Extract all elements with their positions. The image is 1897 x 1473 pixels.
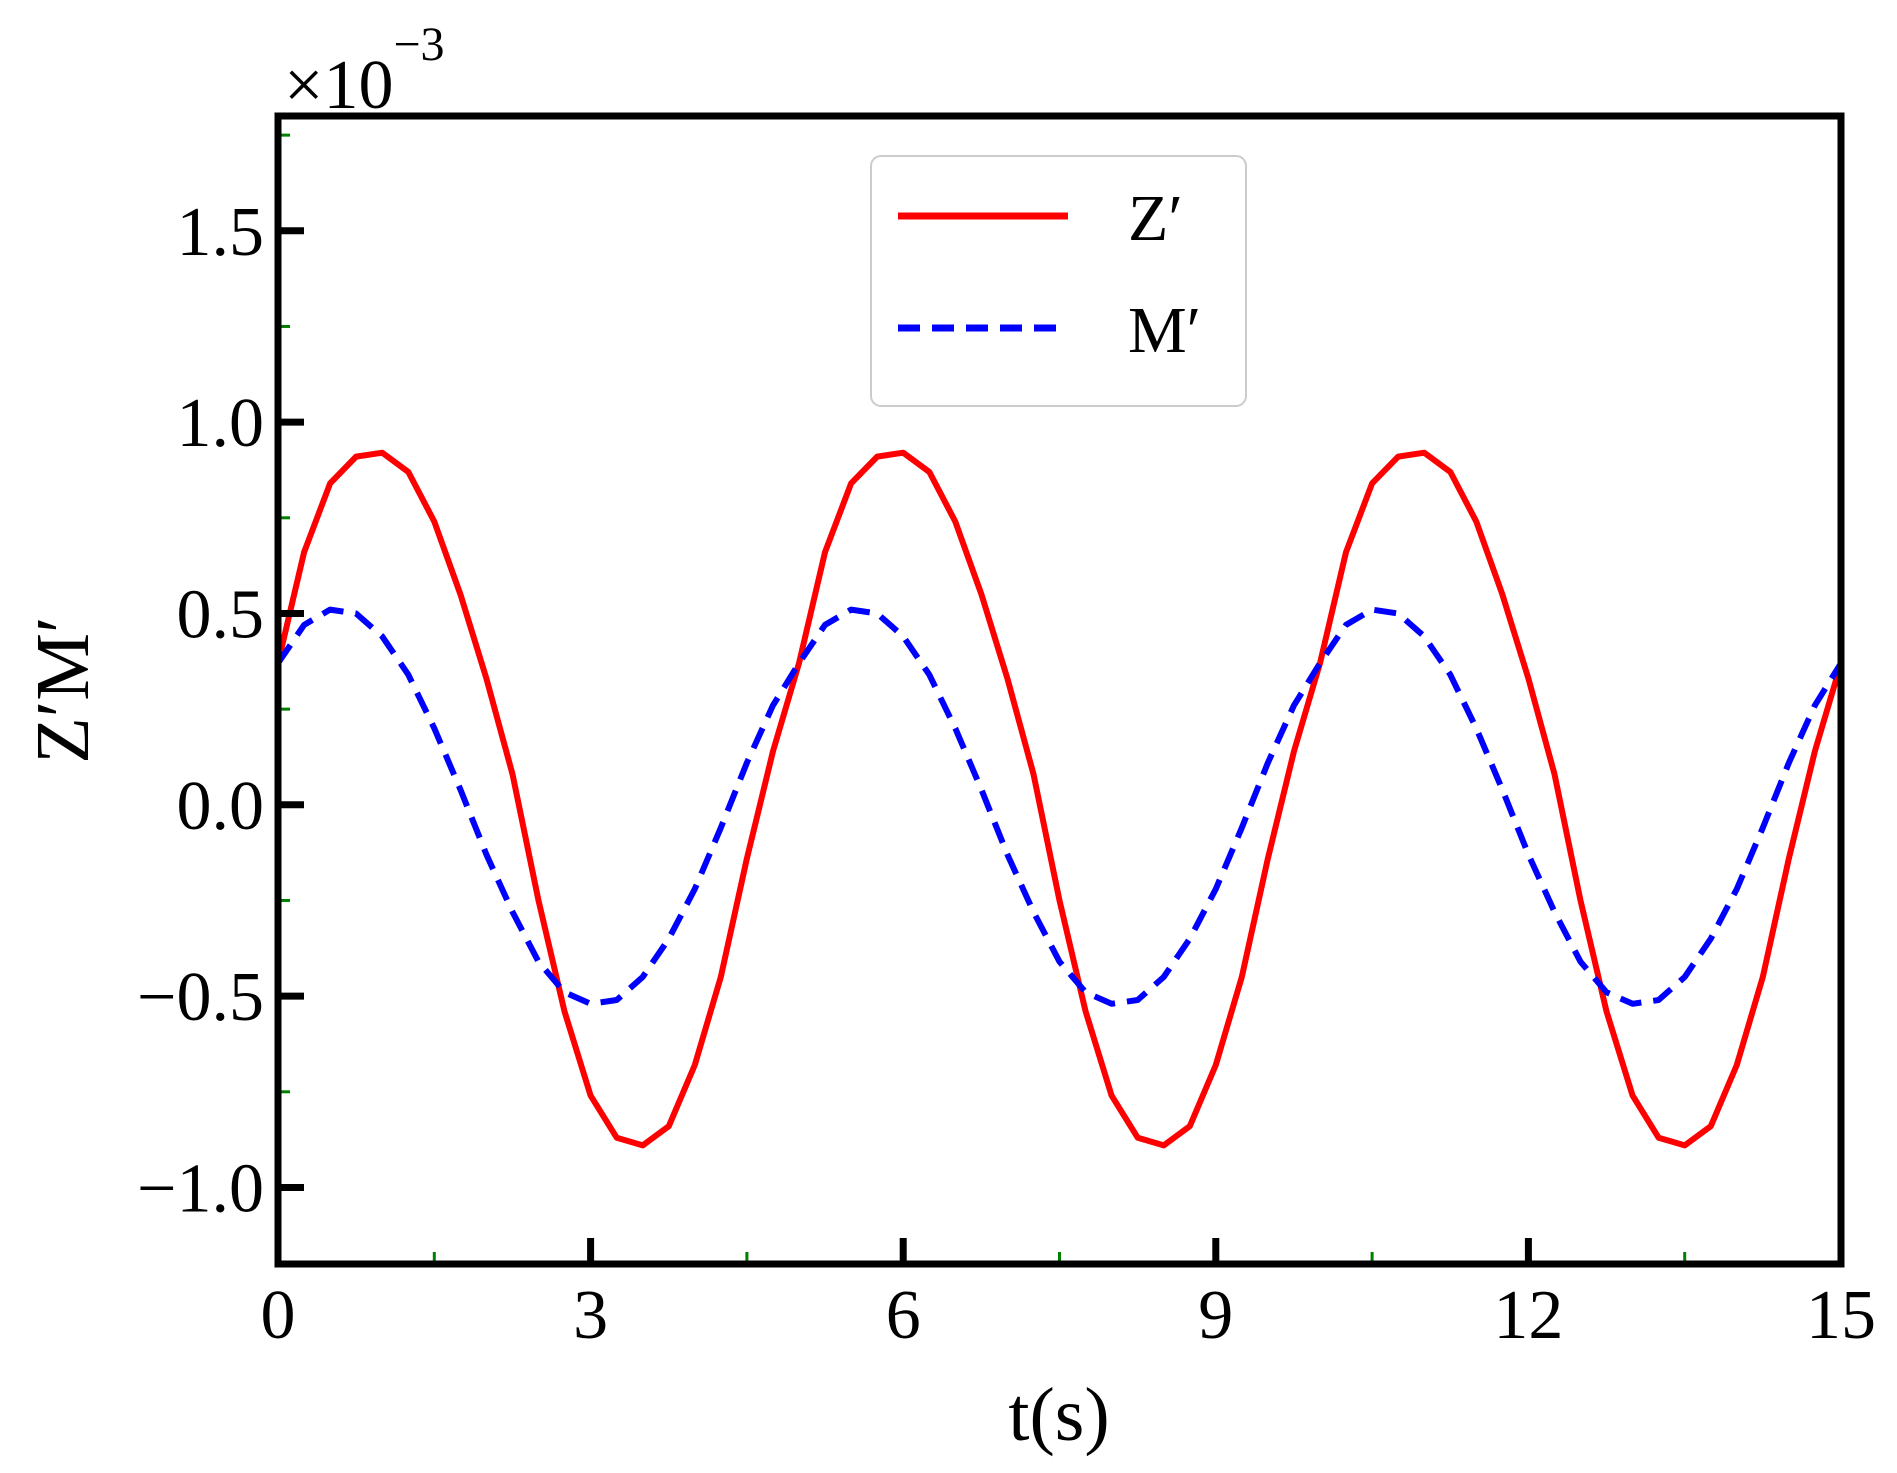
legend-label-z: Z′ <box>1128 182 1183 255</box>
y-tick-label: −1.0 <box>137 1150 264 1227</box>
x-tick-label: 6 <box>886 1277 921 1354</box>
series-line-m <box>275 606 1844 1007</box>
x-tick-label: 15 <box>1806 1277 1876 1354</box>
y-tick-label: 0.5 <box>177 576 265 653</box>
series-layer <box>275 449 1844 1149</box>
y-tick-label: −0.5 <box>137 959 264 1036</box>
x-tick-label: 0 <box>261 1277 296 1354</box>
x-tick-labels: 0 3 6 9 12 15 <box>261 1277 1877 1354</box>
legend: Z′ M′ <box>870 155 1247 407</box>
legend-label-m: M′ <box>1128 294 1201 367</box>
x-axis-label: t(s) <box>1008 1373 1109 1457</box>
multiplier-base: ×10 <box>284 47 393 124</box>
legend-box <box>870 155 1247 407</box>
x-tick-label: 3 <box>573 1277 608 1354</box>
y-tick-label: 1.5 <box>177 194 265 271</box>
y-axis-label: Z′M′ <box>21 616 105 763</box>
y-tick-label: 0.0 <box>177 768 265 845</box>
x-tick-label: 12 <box>1493 1277 1563 1354</box>
axis-multiplier: ×10−3 <box>284 18 445 124</box>
y-tick-labels: −1.0 −0.5 0.0 0.5 1.0 1.5 <box>137 194 264 1228</box>
series-line-z <box>275 449 1844 1149</box>
x-tick-label: 9 <box>1198 1277 1233 1354</box>
y-tick-label: 1.0 <box>177 385 265 462</box>
multiplier-exponent: −3 <box>393 18 444 71</box>
plot-frame <box>274 112 1845 1268</box>
